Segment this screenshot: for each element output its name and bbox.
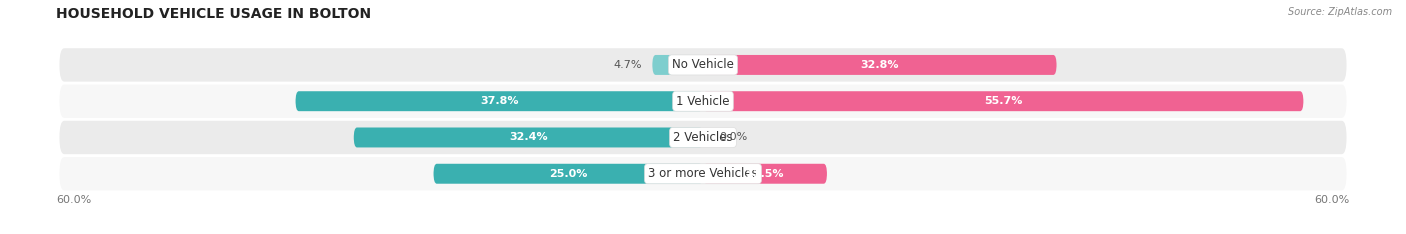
Text: 25.0%: 25.0%	[550, 169, 588, 179]
FancyBboxPatch shape	[703, 55, 1056, 75]
Text: 3 or more Vehicles: 3 or more Vehicles	[648, 167, 758, 180]
FancyBboxPatch shape	[295, 91, 703, 111]
FancyBboxPatch shape	[59, 121, 1347, 154]
Text: Source: ZipAtlas.com: Source: ZipAtlas.com	[1288, 7, 1392, 17]
Text: 60.0%: 60.0%	[56, 195, 91, 205]
FancyBboxPatch shape	[354, 128, 703, 147]
Text: No Vehicle: No Vehicle	[672, 58, 734, 71]
Text: 4.7%: 4.7%	[613, 60, 641, 70]
Text: 32.8%: 32.8%	[860, 60, 898, 70]
Text: HOUSEHOLD VEHICLE USAGE IN BOLTON: HOUSEHOLD VEHICLE USAGE IN BOLTON	[56, 7, 371, 21]
Text: 37.8%: 37.8%	[479, 96, 519, 106]
Text: 55.7%: 55.7%	[984, 96, 1022, 106]
FancyBboxPatch shape	[433, 164, 703, 184]
FancyBboxPatch shape	[59, 157, 1347, 190]
Text: 32.4%: 32.4%	[509, 132, 548, 143]
FancyBboxPatch shape	[703, 91, 1303, 111]
Text: 60.0%: 60.0%	[1315, 195, 1350, 205]
Text: 1 Vehicle: 1 Vehicle	[676, 95, 730, 108]
Text: 0.0%: 0.0%	[720, 132, 748, 143]
Text: 11.5%: 11.5%	[745, 169, 785, 179]
FancyBboxPatch shape	[703, 164, 827, 184]
FancyBboxPatch shape	[59, 48, 1347, 82]
Text: 2 Vehicles: 2 Vehicles	[673, 131, 733, 144]
FancyBboxPatch shape	[652, 55, 703, 75]
FancyBboxPatch shape	[59, 84, 1347, 118]
